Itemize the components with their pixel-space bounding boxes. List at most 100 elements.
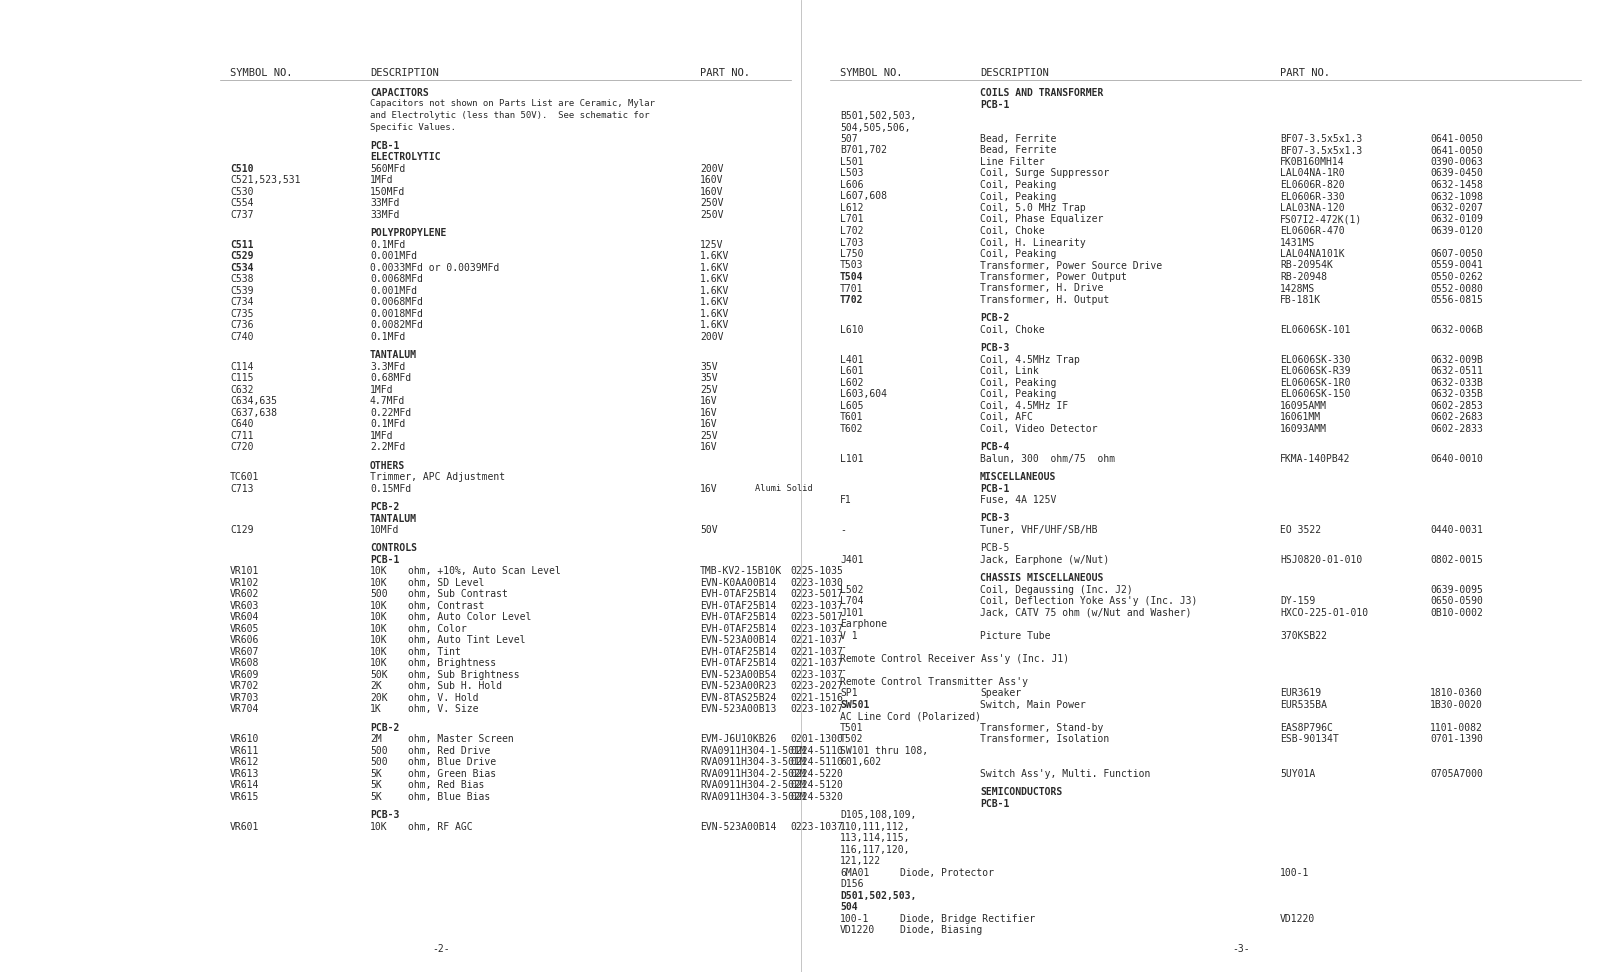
Text: ELECTROLYTIC: ELECTROLYTIC	[370, 153, 440, 162]
Text: PCB-2: PCB-2	[370, 502, 399, 512]
Text: PCB-1: PCB-1	[980, 99, 1009, 110]
Text: 1MFd: 1MFd	[370, 431, 394, 440]
Text: Specific Values.: Specific Values.	[370, 122, 456, 131]
Text: MISCELLANEOUS: MISCELLANEOUS	[980, 472, 1057, 482]
Text: F1: F1	[841, 495, 852, 505]
Text: EL0606SK-1R0: EL0606SK-1R0	[1281, 378, 1351, 388]
Text: C736: C736	[231, 321, 253, 330]
Text: 0223-5017: 0223-5017	[789, 612, 842, 622]
Text: 1.6KV: 1.6KV	[700, 309, 730, 319]
Text: EVN-K0AA00B14: EVN-K0AA00B14	[700, 578, 776, 588]
Text: C529: C529	[231, 252, 253, 261]
Text: B501,502,503,: B501,502,503,	[841, 111, 916, 121]
Text: 500: 500	[370, 746, 387, 756]
Text: 0559-0041: 0559-0041	[1430, 260, 1483, 270]
Text: 0440-0031: 0440-0031	[1430, 525, 1483, 535]
Text: 0632-033B: 0632-033B	[1430, 378, 1483, 388]
Text: L401: L401	[841, 355, 863, 364]
Text: C640: C640	[231, 419, 253, 430]
Text: 10K: 10K	[370, 647, 387, 657]
Text: 50K: 50K	[370, 670, 387, 679]
Text: 0705A7000: 0705A7000	[1430, 769, 1483, 779]
Text: 0639-0120: 0639-0120	[1430, 226, 1483, 236]
Text: J401: J401	[841, 555, 863, 565]
Text: EL0606SK-150: EL0606SK-150	[1281, 390, 1351, 399]
Text: 504,505,506,: 504,505,506,	[841, 122, 911, 132]
Text: VR601: VR601	[231, 821, 259, 832]
Text: 370KSB22: 370KSB22	[1281, 631, 1327, 641]
Text: VR704: VR704	[231, 705, 259, 714]
Text: 200V: 200V	[700, 164, 724, 174]
Text: 1MFd: 1MFd	[370, 175, 394, 186]
Text: 0223-1030: 0223-1030	[789, 578, 842, 588]
Text: Transformer, Power Source Drive: Transformer, Power Source Drive	[980, 260, 1162, 270]
Text: L601: L601	[841, 366, 863, 376]
Text: EVH-0TAF25B14: EVH-0TAF25B14	[700, 589, 776, 600]
Text: PCB-2: PCB-2	[980, 313, 1009, 324]
Text: BF07-3.5x5x1.3: BF07-3.5x5x1.3	[1281, 134, 1362, 144]
Text: 110,111,112,: 110,111,112,	[841, 821, 911, 832]
Text: 25V: 25V	[700, 385, 717, 395]
Text: Remote Control Transmitter Ass'y: Remote Control Transmitter Ass'y	[841, 677, 1028, 687]
Text: ohm, Blue Drive: ohm, Blue Drive	[408, 757, 496, 767]
Text: C720: C720	[231, 442, 253, 452]
Text: Fuse, 4A 125V: Fuse, 4A 125V	[980, 495, 1057, 505]
Text: 116,117,120,: 116,117,120,	[841, 845, 911, 854]
Text: Tuner, VHF/UHF/SB/HB: Tuner, VHF/UHF/SB/HB	[980, 525, 1098, 535]
Text: 0632-1458: 0632-1458	[1430, 180, 1483, 190]
Text: 35V: 35V	[700, 373, 717, 383]
Text: ohm, Red Bias: ohm, Red Bias	[408, 781, 485, 790]
Text: SYMBOL NO.: SYMBOL NO.	[841, 68, 903, 78]
Text: 0556-0815: 0556-0815	[1430, 295, 1483, 305]
Text: 5K: 5K	[370, 781, 381, 790]
Text: L503: L503	[841, 168, 863, 179]
Text: 0641-0050: 0641-0050	[1430, 134, 1483, 144]
Text: AC Line Cord (Polarized): AC Line Cord (Polarized)	[841, 712, 981, 721]
Text: VR607: VR607	[231, 647, 259, 657]
Text: 0224-5120: 0224-5120	[789, 781, 842, 790]
Text: 4.7MFd: 4.7MFd	[370, 397, 405, 406]
Text: TC601: TC601	[231, 472, 259, 482]
Text: COILS AND TRANSFORMER: COILS AND TRANSFORMER	[980, 88, 1103, 98]
Text: 0221-1037: 0221-1037	[789, 636, 842, 645]
Text: CAPACITORS: CAPACITORS	[370, 88, 429, 98]
Text: L502: L502	[841, 585, 863, 595]
Text: PCB-1: PCB-1	[980, 484, 1009, 494]
Text: C539: C539	[231, 286, 253, 295]
Text: 100-1: 100-1	[841, 914, 869, 923]
Text: PCB-2: PCB-2	[370, 723, 399, 733]
Text: Balun, 300  ohm/75  ohm: Balun, 300 ohm/75 ohm	[980, 454, 1116, 464]
Text: T702: T702	[841, 295, 863, 305]
Text: 0.001MFd: 0.001MFd	[370, 286, 416, 295]
Text: 0602-2833: 0602-2833	[1430, 424, 1483, 434]
Text: Coil, Choke: Coil, Choke	[980, 325, 1044, 335]
Text: LAL04NA-1R0: LAL04NA-1R0	[1281, 168, 1345, 179]
Text: 0701-1390: 0701-1390	[1430, 734, 1483, 745]
Text: 250V: 250V	[700, 198, 724, 208]
Text: L704: L704	[841, 596, 863, 607]
Text: VR614: VR614	[231, 781, 259, 790]
Text: 0224-5320: 0224-5320	[789, 792, 842, 802]
Text: 0223-1037: 0223-1037	[789, 601, 842, 610]
Text: VR702: VR702	[231, 681, 259, 691]
Text: Remote Control Receiver Ass'y (Inc. J1): Remote Control Receiver Ass'y (Inc. J1)	[841, 654, 1069, 664]
Text: POLYPROPYLENE: POLYPROPYLENE	[370, 228, 447, 238]
Text: 0640-0010: 0640-0010	[1430, 454, 1483, 464]
Text: 507: 507	[841, 134, 858, 144]
Text: C129: C129	[231, 525, 253, 535]
Text: 1.6KV: 1.6KV	[700, 321, 730, 330]
Text: L602: L602	[841, 378, 863, 388]
Text: Transformer, H. Output: Transformer, H. Output	[980, 295, 1109, 305]
Text: C634,635: C634,635	[231, 397, 277, 406]
Text: 121,122: 121,122	[841, 856, 881, 866]
Text: T503: T503	[841, 260, 863, 270]
Text: Speaker: Speaker	[980, 688, 1021, 698]
Text: C511: C511	[231, 240, 253, 250]
Text: 0225-1035: 0225-1035	[789, 567, 842, 576]
Text: and Electrolytic (less than 50V).  See schematic for: and Electrolytic (less than 50V). See sc…	[370, 111, 650, 120]
Text: C711: C711	[231, 431, 253, 440]
Text: 1.6KV: 1.6KV	[700, 252, 730, 261]
Text: EL0606R-820: EL0606R-820	[1281, 180, 1345, 190]
Text: 1428MS: 1428MS	[1281, 284, 1316, 294]
Text: 5K: 5K	[370, 792, 381, 802]
